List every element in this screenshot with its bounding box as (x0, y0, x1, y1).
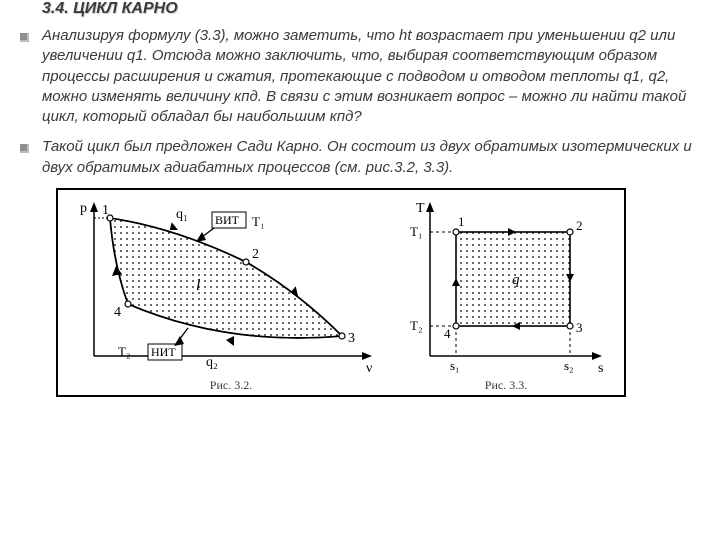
ts-node4: 4 (444, 326, 451, 341)
figure-captions: Рис. 3.2. Рис. 3.3. (66, 378, 616, 393)
q-label: q (512, 272, 520, 288)
vit-box: ВИТ (215, 213, 240, 227)
T2-tick: T₂ (410, 318, 422, 333)
T2-label: T₂ (118, 344, 130, 359)
figure-box: p ν (56, 188, 626, 397)
node2: 2 (252, 247, 259, 262)
node3: 3 (348, 331, 355, 346)
x-axis-label-s: s (598, 361, 603, 376)
y-axis-label-T: T (416, 201, 425, 216)
ts-node3: 3 (576, 320, 583, 335)
s1-tick: s₁ (450, 358, 460, 373)
x-axis-label: ν (366, 361, 372, 376)
y-axis-label: p (80, 201, 87, 216)
page: 3.4. ЦИКЛ КАРНО Анализируя формулу (3.3)… (0, 0, 720, 397)
T1-label: T₁ (252, 214, 264, 229)
node4: 4 (114, 305, 121, 320)
q1-label: q₁ (176, 207, 188, 222)
section-title: 3.4. ЦИКЛ КАРНО (42, 0, 696, 18)
work-label: l (196, 277, 201, 294)
caption-fig2: Рис. 3.3. (396, 378, 616, 393)
ts-node2: 2 (576, 218, 583, 233)
caption-fig1: Рис. 3.2. (66, 378, 396, 393)
node1: 1 (102, 203, 109, 218)
nit-box: НИТ (151, 345, 176, 359)
q2-label: q₂ (206, 355, 218, 370)
bullet-list: Анализируя формулу (3.3), можно заметить… (18, 26, 696, 178)
ts-node1: 1 (458, 214, 465, 229)
paragraph-1: Анализируя формулу (3.3), можно заметить… (32, 26, 696, 127)
paragraph-2: Такой цикл был предложен Сади Карно. Он … (32, 137, 696, 178)
T1-tick: T₁ (410, 224, 422, 239)
figure-ts-diagram: T s (400, 196, 610, 376)
figure-pv-diagram: p ν (66, 196, 386, 376)
s2-tick: s₂ (564, 358, 574, 373)
